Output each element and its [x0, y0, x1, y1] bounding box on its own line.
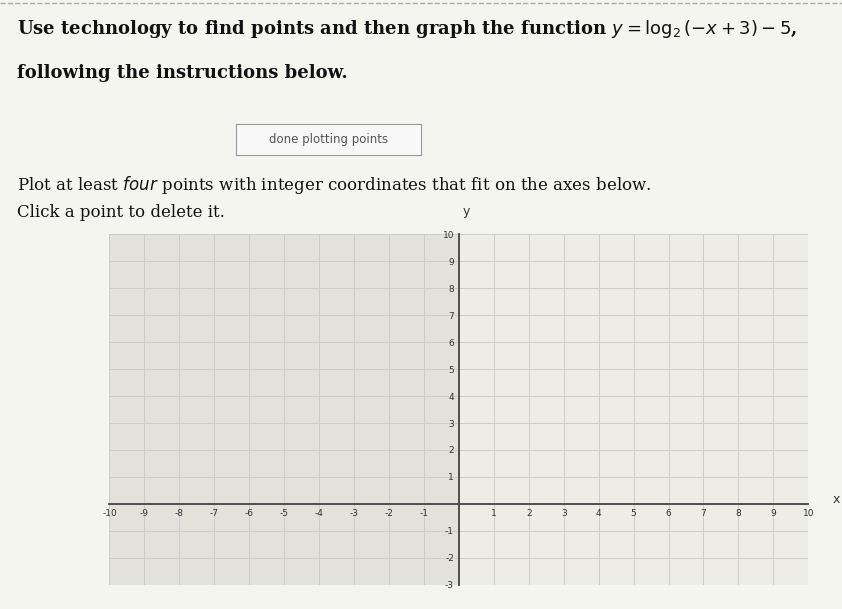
Text: Use technology to find points and then graph the function $y = \log_2(-x + 3) - : Use technology to find points and then g… [17, 18, 797, 40]
Text: y: y [462, 205, 470, 218]
Bar [109, 234, 459, 585]
Text: Plot at least $\mathit{four}$ points with integer coordinates that fit on the ax: Plot at least $\mathit{four}$ points wit… [17, 174, 651, 195]
Text: x: x [833, 493, 840, 506]
Text: Click a point to delete it.: Click a point to delete it. [17, 204, 225, 221]
Text: done plotting points: done plotting points [269, 133, 388, 146]
Text: following the instructions below.: following the instructions below. [17, 64, 348, 82]
Bar [459, 234, 808, 585]
